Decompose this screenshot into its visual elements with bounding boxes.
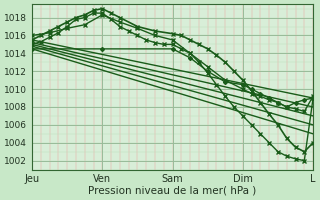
X-axis label: Pression niveau de la mer( hPa ): Pression niveau de la mer( hPa )	[88, 186, 257, 196]
